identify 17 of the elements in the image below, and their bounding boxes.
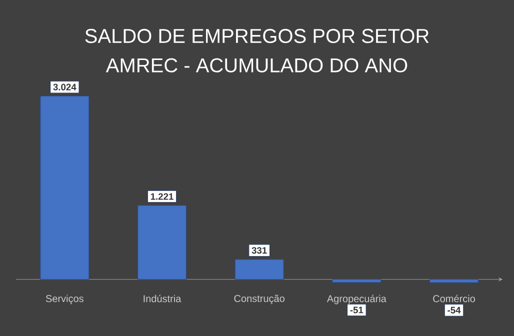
chart-title: SALDO DE EMPREGOS POR SETOR [85, 28, 429, 44]
x-tick-label: Serviços [46, 294, 84, 304]
data-label: 1.221 [150, 193, 174, 200]
bar [332, 279, 382, 283]
chart-subtitle: AMREC - ACUMULADO DO ANO [106, 58, 408, 72]
data-label: -54 [448, 306, 461, 314]
bar [137, 205, 187, 280]
bar [234, 259, 284, 280]
data-label: 331 [252, 247, 267, 254]
data-label: -51 [350, 306, 364, 314]
data-label: 3.024 [53, 84, 76, 90]
x-tick-label: Indústria [144, 294, 182, 302]
x-tick-label: Construção [234, 294, 284, 304]
bar [429, 279, 479, 283]
bar [40, 96, 90, 280]
x-tick-label: Comércio [433, 294, 475, 302]
x-tick-label: Agropecuária [326, 294, 386, 304]
